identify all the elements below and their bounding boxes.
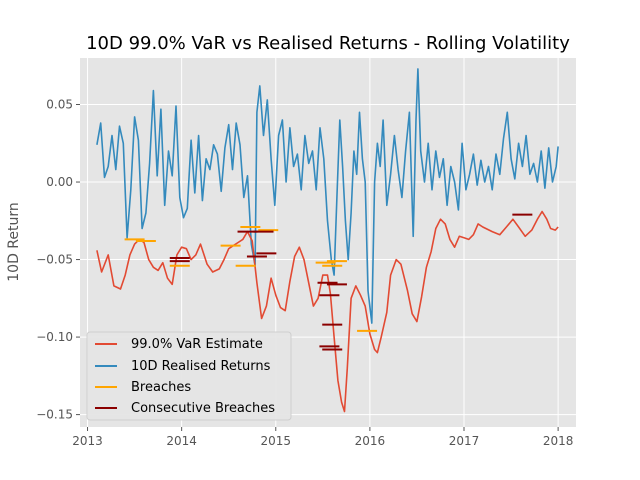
data-layer <box>96 68 559 413</box>
ticks: 2013 2014 2015 2016 2017 2018 0.05 0.00 −0.05 −0.… <box>36 98 573 448</box>
realised-returns-line <box>96 68 559 324</box>
grid <box>80 58 576 427</box>
y-tick-label: −0.15 <box>36 408 73 422</box>
chart-title: 10D 99.0% VaR vs Realised Returns - Roll… <box>86 33 570 54</box>
x-tick-label: 2014 <box>166 434 197 448</box>
legend-label-var: 99.0% VaR Estimate <box>131 337 263 352</box>
y-tick-label: −0.10 <box>36 330 73 344</box>
y-tick-label: −0.05 <box>36 253 73 267</box>
y-tick-label: 0.00 <box>46 175 73 189</box>
legend-label-consecutive: Consecutive Breaches <box>131 401 275 416</box>
x-tick-label: 2016 <box>355 434 386 448</box>
x-tick-label: 2018 <box>543 434 574 448</box>
legend-label-breaches: Breaches <box>131 380 191 395</box>
x-tick-label: 2017 <box>449 434 480 448</box>
x-tick-label: 2015 <box>260 434 291 448</box>
x-tick-label: 2013 <box>72 434 103 448</box>
y-tick-label: 0.05 <box>46 98 73 112</box>
legend-label-returns: 10D Realised Returns <box>131 359 271 374</box>
legend-box <box>86 331 292 421</box>
y-axis-label: 10D Return <box>6 202 22 282</box>
legend: 99.0% VaR Estimate 10D Realised Returns … <box>86 331 292 421</box>
